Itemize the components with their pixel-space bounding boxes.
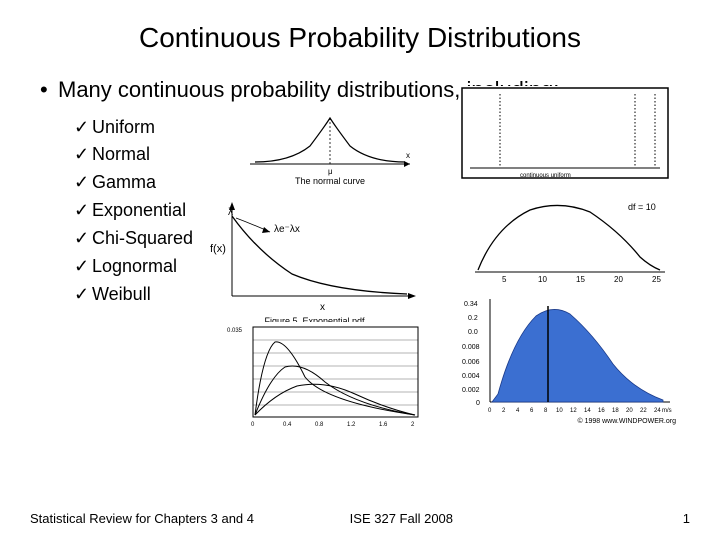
- copyright-text: © 1998 www.WINDPOWER.org: [577, 418, 676, 425]
- svg-text:f(x): f(x): [210, 243, 226, 255]
- svg-text:8: 8: [544, 408, 548, 414]
- svg-text:14: 14: [584, 408, 591, 414]
- normal-chart: μ x The normal curve: [240, 106, 420, 186]
- weibull-chart: 0.34 0.2 0.0 0.008 0.006 0.004 0.002 0 0…: [458, 294, 678, 419]
- svg-text:λe⁻λx: λe⁻λx: [274, 224, 300, 235]
- svg-text:12: 12: [570, 408, 577, 414]
- svg-text:25: 25: [652, 275, 661, 284]
- svg-text:16: 16: [598, 408, 605, 414]
- svg-text:0.006: 0.006: [462, 359, 480, 366]
- footer-left: Statistical Review for Chapters 3 and 4: [30, 511, 254, 526]
- svg-text:x: x: [320, 302, 325, 313]
- svg-text:10: 10: [538, 275, 547, 284]
- svg-text:1.6: 1.6: [379, 422, 388, 428]
- svg-text:10: 10: [556, 408, 563, 414]
- svg-text:df = 10: df = 10: [628, 202, 656, 212]
- charts-area: μ x The normal curve continuous uniform: [230, 114, 690, 424]
- svg-text:22: 22: [640, 408, 647, 414]
- svg-text:0.4: 0.4: [283, 422, 292, 428]
- svg-text:0: 0: [488, 408, 492, 414]
- svg-text:x: x: [406, 151, 410, 160]
- exponential-chart: f(x) λ λe⁻λx x Figure 5. Exponential pdf: [202, 196, 427, 326]
- svg-text:20: 20: [626, 408, 633, 414]
- svg-text:0.2: 0.2: [468, 315, 478, 322]
- svg-text:4: 4: [516, 408, 520, 414]
- svg-text:0.008: 0.008: [462, 344, 480, 351]
- distribution-list: ✓Uniform ✓Normal ✓Gamma ✓Exponential ✓Ch…: [30, 114, 230, 424]
- svg-text:0.8: 0.8: [315, 422, 324, 428]
- svg-text:0: 0: [476, 400, 480, 407]
- svg-text:2: 2: [502, 408, 506, 414]
- svg-text:18: 18: [612, 408, 619, 414]
- svg-text:24: 24: [654, 408, 661, 414]
- svg-text:15: 15: [576, 275, 585, 284]
- footer: Statistical Review for Chapters 3 and 4 …: [30, 511, 690, 526]
- list-item: ✓Uniform: [74, 114, 230, 142]
- svg-text:0.34: 0.34: [464, 301, 478, 308]
- svg-text:m/s: m/s: [662, 408, 672, 414]
- svg-text:λ: λ: [228, 207, 233, 218]
- svg-text:0: 0: [251, 422, 255, 428]
- svg-text:5: 5: [502, 275, 507, 284]
- footer-center: ISE 327 Fall 2008: [350, 511, 453, 526]
- svg-text:0.0: 0.0: [468, 329, 478, 336]
- lognormal-chart: 0.035 0 0.4 0.8 1.2 1.6 2: [225, 322, 425, 432]
- svg-text:1.2: 1.2: [347, 422, 356, 428]
- chi-chart: df = 10 5 10 15 20 25: [460, 192, 675, 287]
- svg-text:0.004: 0.004: [462, 373, 480, 380]
- svg-text:μ: μ: [328, 167, 333, 176]
- uniform-chart: continuous uniform: [460, 86, 670, 181]
- list-item: ✓Normal: [74, 141, 230, 169]
- svg-text:2: 2: [411, 422, 415, 428]
- list-item: ✓Gamma: [74, 169, 230, 197]
- svg-text:continuous uniform: continuous uniform: [520, 173, 571, 179]
- normal-caption: The normal curve: [240, 176, 420, 186]
- svg-text:6: 6: [530, 408, 534, 414]
- svg-text:0.002: 0.002: [462, 387, 480, 394]
- footer-page-number: 1: [683, 511, 690, 526]
- svg-text:0.035: 0.035: [227, 328, 243, 334]
- svg-text:20: 20: [614, 275, 623, 284]
- slide-title: Continuous Probability Distributions: [30, 22, 690, 54]
